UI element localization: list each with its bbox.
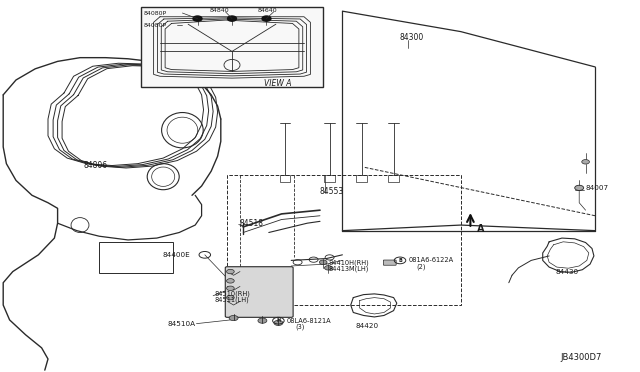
Text: 84400E: 84400E: [163, 252, 191, 258]
Text: 84510(RH): 84510(RH): [214, 291, 250, 297]
Text: 84080P: 84080P: [144, 23, 167, 28]
Text: A: A: [477, 224, 484, 234]
Bar: [280, 175, 290, 182]
Text: 84410H(RH): 84410H(RH): [328, 259, 369, 266]
Circle shape: [227, 286, 234, 291]
Bar: [388, 175, 399, 182]
Text: B: B: [398, 258, 402, 263]
Circle shape: [319, 260, 327, 264]
Circle shape: [324, 266, 332, 270]
Text: 84413M(LH): 84413M(LH): [328, 265, 369, 272]
Text: 84840: 84840: [210, 8, 229, 13]
FancyBboxPatch shape: [225, 267, 293, 317]
Text: 84511(LH): 84511(LH): [214, 296, 249, 303]
Text: 84430: 84430: [556, 269, 579, 275]
Text: 081A6-6122A: 081A6-6122A: [408, 257, 454, 263]
Text: 84553: 84553: [320, 187, 344, 196]
Text: 84300: 84300: [400, 33, 424, 42]
Text: 84640: 84640: [257, 8, 277, 13]
Circle shape: [258, 318, 267, 323]
Text: 84518: 84518: [240, 219, 264, 228]
Circle shape: [229, 315, 238, 321]
Circle shape: [228, 16, 237, 21]
Bar: [99, 242, 173, 273]
Bar: [356, 175, 367, 182]
Circle shape: [575, 185, 584, 190]
Circle shape: [227, 269, 234, 274]
Text: (2): (2): [416, 264, 426, 270]
Text: VIEW A: VIEW A: [264, 79, 291, 88]
Circle shape: [193, 16, 202, 21]
Text: H: H: [276, 318, 280, 323]
Bar: [227, 175, 461, 305]
Circle shape: [227, 295, 234, 300]
Text: 84510A: 84510A: [167, 321, 195, 327]
Text: 84420: 84420: [355, 323, 378, 328]
Text: 08LA6-8121A: 08LA6-8121A: [287, 318, 332, 324]
Text: JB4300D7: JB4300D7: [560, 353, 602, 362]
Text: (3): (3): [296, 323, 305, 330]
Circle shape: [262, 16, 271, 21]
Circle shape: [582, 160, 589, 164]
Bar: [324, 175, 335, 182]
FancyBboxPatch shape: [383, 260, 396, 265]
Bar: [141, 7, 323, 87]
Text: 84080P: 84080P: [144, 10, 167, 16]
Circle shape: [227, 279, 234, 283]
Text: 84806: 84806: [83, 161, 108, 170]
Text: 84007: 84007: [586, 185, 609, 191]
Circle shape: [274, 320, 283, 326]
